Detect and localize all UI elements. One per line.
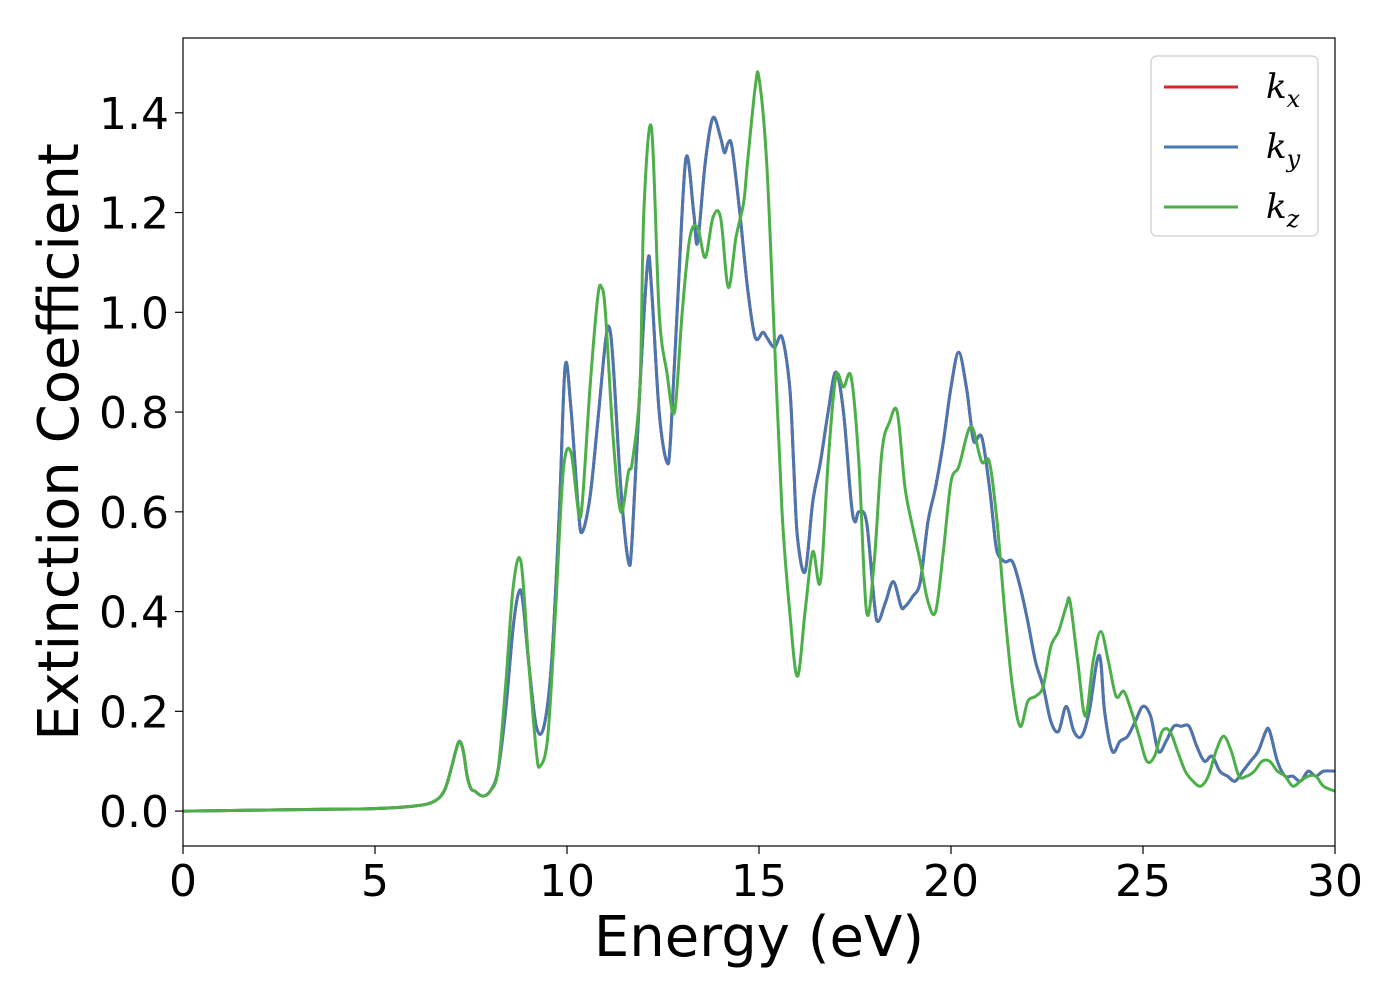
x-tick-label: 20 [923, 856, 979, 907]
legend-label-k-y: ky [1266, 127, 1301, 173]
legend-label-k-x: kx [1266, 67, 1301, 113]
series-line-k-y [183, 115, 1335, 813]
series-line-k-z [183, 70, 1335, 813]
y-tick-label: 1.2 [99, 189, 169, 240]
x-tick-label: 0 [169, 856, 197, 907]
x-tick-label: 10 [539, 856, 595, 907]
y-tick-label: 0.6 [99, 488, 169, 539]
x-axis-ticks: 0 5 10 15 20 25 30 [169, 846, 1363, 907]
y-axis-label: Extinction Coefficient [27, 143, 92, 741]
series-layer [183, 70, 1335, 813]
legend-label-k-z: kz [1266, 187, 1300, 233]
legend: kx ky kz [1150, 55, 1319, 237]
y-tick-label: 0.8 [99, 388, 169, 439]
x-tick-label: 25 [1115, 856, 1171, 907]
y-tick-label: 1.0 [99, 288, 169, 339]
y-axis-ticks: 0.0 0.2 0.4 0.6 0.8 1.0 1.2 1.4 [99, 89, 183, 838]
y-tick-label: 0.0 [99, 787, 169, 838]
y-tick-label: 0.2 [99, 687, 169, 738]
x-axis-label: Energy (eV) [594, 905, 924, 970]
x-tick-label: 30 [1307, 856, 1363, 907]
x-tick-label: 5 [361, 856, 389, 907]
y-tick-label: 1.4 [99, 89, 169, 140]
x-tick-label: 15 [731, 856, 787, 907]
y-tick-label: 0.4 [99, 588, 169, 639]
